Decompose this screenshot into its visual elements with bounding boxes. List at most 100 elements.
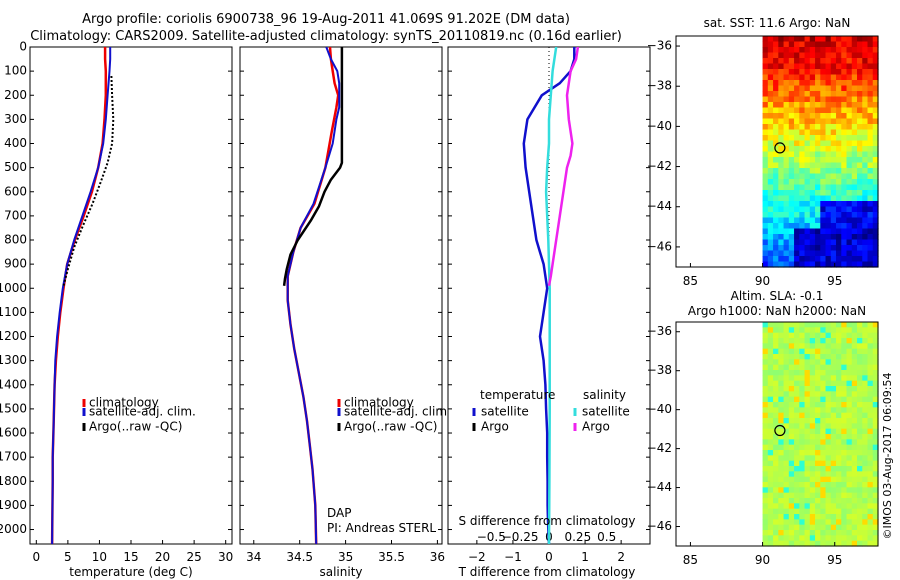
heatmap-cell — [841, 151, 848, 158]
heatmap-cell — [862, 322, 869, 328]
heatmap-cell — [867, 96, 874, 103]
heatmap-cell — [872, 184, 879, 191]
depth-tick-label: 1500 — [0, 401, 27, 415]
heatmap-cell — [867, 74, 874, 81]
heatmap-cell — [799, 124, 806, 131]
sla-map-panel: Altim. SLA: -0.1 Argo h1000: NaN h2000: … — [647, 289, 879, 567]
heatmap-cell — [767, 36, 774, 43]
heatmap-cell — [820, 375, 827, 382]
heatmap-cell — [867, 322, 874, 328]
heatmap-cell — [830, 535, 837, 542]
heatmap-cell — [836, 354, 842, 360]
heatmap-cell — [804, 439, 811, 446]
heatmap-cell — [872, 332, 879, 339]
heatmap-cell — [862, 52, 869, 59]
heatmap-cell — [846, 364, 853, 371]
heatmap-cell — [804, 540, 811, 547]
heatmap-cell — [867, 261, 874, 268]
heatmap-cell — [773, 492, 779, 499]
heatmap-cell — [841, 58, 848, 65]
heatmap-cell — [862, 407, 869, 414]
heatmap-cell — [825, 63, 832, 70]
heatmap-cell — [867, 535, 874, 542]
heatmap-cell — [783, 184, 790, 191]
heatmap-cell — [783, 250, 790, 257]
heatmap-cell — [851, 540, 858, 547]
heatmap-cell — [867, 540, 874, 547]
heatmap-cell — [788, 118, 795, 125]
heatmap-cell — [778, 450, 785, 456]
heatmap-cell — [846, 151, 853, 158]
heatmap-cell — [841, 63, 848, 70]
heatmap-cell — [820, 184, 827, 191]
heatmap-cell — [825, 206, 832, 213]
heatmap-cell — [815, 96, 821, 103]
heatmap-cell — [846, 201, 853, 208]
heatmap-cell — [825, 471, 832, 478]
heatmap-cell — [836, 250, 842, 257]
heatmap-cell — [820, 327, 827, 334]
heatmap-cell — [788, 256, 795, 263]
heatmap-cell — [809, 190, 816, 197]
heatmap-cell — [762, 524, 769, 531]
heatmap-cell — [820, 423, 827, 430]
heatmap-cell — [773, 423, 779, 430]
heatmap-cell — [825, 80, 832, 87]
heatmap-cell — [767, 47, 774, 54]
heatmap-cell — [862, 343, 869, 350]
heatmap-cell — [851, 190, 858, 197]
heatmap-cell — [794, 102, 800, 109]
map-lat-label: −46 — [647, 519, 672, 533]
heatmap-cell — [872, 322, 879, 328]
heatmap-cell — [767, 332, 774, 339]
heatmap-cell — [778, 471, 785, 478]
heatmap-cell — [778, 80, 785, 87]
heatmap-cell — [773, 444, 779, 451]
heatmap-cell — [788, 234, 795, 241]
heatmap-cell — [809, 47, 816, 54]
heatmap-cell — [788, 228, 795, 235]
heatmap-cell — [872, 418, 879, 424]
heatmap-cell — [841, 354, 848, 360]
heatmap-cell — [846, 195, 853, 202]
heatmap-cell — [799, 212, 806, 219]
heatmap-cell — [809, 460, 816, 467]
heatmap-cell — [804, 482, 811, 488]
heatmap-cell — [767, 151, 774, 158]
heatmap-cell — [872, 460, 879, 467]
heatmap-cell — [830, 135, 837, 142]
heatmap-cell — [762, 402, 769, 408]
heatmap-cell — [820, 118, 827, 125]
heatmap-cell — [862, 206, 869, 213]
heatmap-cell — [778, 354, 785, 360]
heatmap-cell — [862, 162, 869, 169]
heatmap-cell — [841, 146, 848, 153]
heatmap-cell — [830, 503, 837, 510]
heatmap-cell — [788, 370, 795, 376]
heatmap-cell — [846, 455, 853, 462]
heatmap-cell — [799, 256, 806, 263]
heatmap-cell — [809, 359, 816, 366]
heatmap-cell — [872, 530, 879, 536]
heatmap-cell — [809, 380, 816, 387]
heatmap-cell — [783, 256, 790, 263]
heatmap-cell — [815, 332, 821, 339]
heatmap-cell — [846, 250, 853, 257]
heatmap-cell — [836, 118, 842, 125]
heatmap-cell — [778, 386, 785, 392]
heatmap-cell — [857, 391, 863, 398]
heatmap-cell — [767, 239, 774, 246]
heatmap-cell — [825, 402, 832, 408]
heatmap-cell — [872, 80, 879, 87]
heatmap-cell — [767, 519, 774, 526]
heatmap-cell — [783, 118, 790, 125]
heatmap-cell — [762, 375, 769, 382]
heatmap-cell — [836, 476, 842, 483]
heatmap-cell — [778, 391, 785, 398]
heatmap-cell — [794, 74, 800, 81]
heatmap-cell — [767, 58, 774, 65]
heatmap-cell — [830, 423, 837, 430]
heatmap-cell — [783, 162, 790, 169]
heatmap-cell — [778, 444, 785, 451]
heatmap-cell — [836, 503, 842, 510]
